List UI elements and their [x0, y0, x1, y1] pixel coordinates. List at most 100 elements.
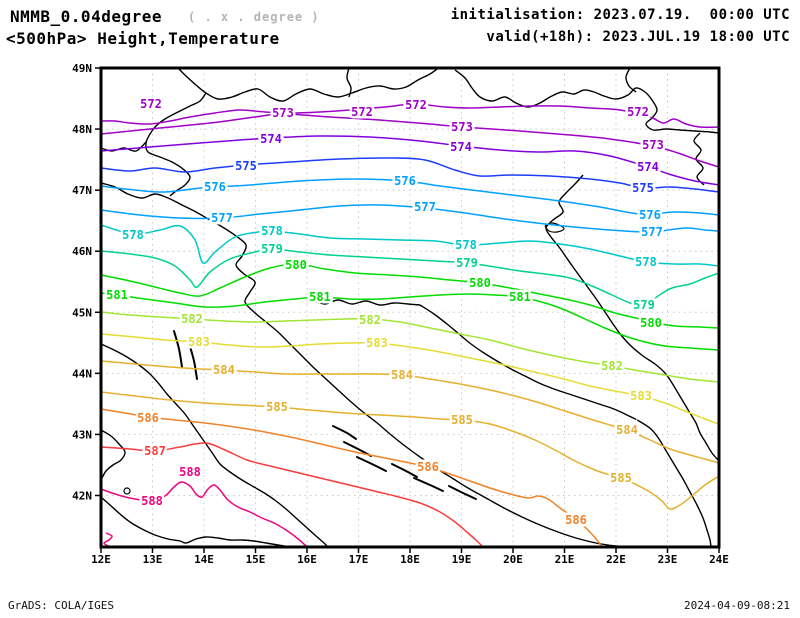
small-island	[123, 487, 131, 495]
coastline-border	[311, 299, 421, 306]
contour-line-583	[100, 333, 720, 425]
contour-label-580: 580	[469, 276, 491, 290]
x-axis-label: 14E	[194, 553, 214, 566]
coastline-border	[100, 496, 291, 548]
coastline-border	[100, 182, 633, 548]
contour-label-582: 582	[601, 359, 623, 373]
contour-line-578	[100, 224, 720, 267]
y-axis-label: 48N	[72, 123, 92, 136]
contour-label-581: 581	[309, 290, 331, 304]
contour-line-577	[100, 204, 720, 233]
island	[448, 485, 477, 500]
y-axis-label: 49N	[72, 62, 92, 75]
contour-label-575: 575	[235, 159, 257, 173]
y-axis-label: 46N	[72, 245, 92, 258]
coastline-border	[625, 67, 637, 93]
contour-label-579: 579	[633, 298, 655, 312]
contour-label-581: 581	[106, 288, 128, 302]
y-axis-label: 44N	[72, 367, 92, 380]
contour-label-574: 574	[450, 140, 472, 154]
model-title: NMMB_0.04degree	[10, 7, 162, 26]
contour-label-584: 584	[616, 423, 638, 437]
contour-label-577: 577	[211, 211, 233, 225]
coastline-border	[454, 69, 720, 134]
y-axis-label: 43N	[72, 428, 92, 441]
contour-line-585	[100, 391, 720, 510]
contour-label-583: 583	[366, 336, 388, 350]
contour-label-585: 585	[451, 413, 473, 427]
x-axis-label: 19E	[452, 553, 472, 566]
contour-label-585: 585	[266, 400, 288, 414]
contour-segment-588	[103, 532, 113, 547]
contour-label-572: 572	[405, 98, 427, 112]
contour-label-578: 578	[635, 255, 657, 269]
contour-line-581	[100, 292, 720, 351]
island	[391, 463, 418, 478]
creation-timestamp: 2024-04-09-08:21	[684, 599, 790, 612]
island	[332, 425, 357, 440]
contour-label-575: 575	[632, 181, 654, 195]
island	[413, 477, 444, 492]
y-axis-label: 47N	[72, 184, 92, 197]
x-axis-label: 13E	[143, 553, 163, 566]
contour-label-582: 582	[359, 313, 381, 327]
contour-label-577: 577	[414, 200, 436, 214]
contour-line-582	[100, 311, 720, 383]
island	[188, 342, 198, 380]
x-axis-label: 20E	[503, 553, 523, 566]
contour-line-576	[100, 178, 720, 216]
contour-label-585: 585	[610, 471, 632, 485]
contour-line-572	[100, 103, 720, 128]
contour-label-572: 572	[627, 105, 649, 119]
x-axis-label: 15E	[246, 553, 266, 566]
contour-label-572: 572	[351, 105, 373, 119]
contour-line-579	[100, 248, 720, 308]
x-axis-label: 23E	[658, 553, 678, 566]
x-axis-label: 16E	[297, 553, 317, 566]
contour-label-577: 577	[641, 225, 663, 239]
x-axis-label: 18E	[400, 553, 420, 566]
x-axis-label: 12E	[91, 553, 111, 566]
x-axis-label: 21E	[555, 553, 575, 566]
contour-label-583: 583	[630, 389, 652, 403]
contour-label-586: 586	[417, 460, 439, 474]
contour-label-580: 580	[285, 258, 307, 272]
contour-label-583: 583	[188, 335, 210, 349]
contour-label-576: 576	[204, 180, 226, 194]
contour-line-584	[100, 360, 720, 464]
contour-label-584: 584	[391, 368, 413, 382]
y-axis-label: 45N	[72, 306, 92, 319]
contour-line-586	[100, 408, 603, 548]
contour-label-580: 580	[640, 316, 662, 330]
contour-label-579: 579	[261, 242, 283, 256]
contour-label-587: 587	[144, 444, 166, 458]
resolution-note: ( . x . degree )	[188, 10, 320, 24]
y-axis-label: 42N	[72, 489, 92, 502]
contour-line-587	[100, 442, 484, 548]
contour-line-580	[100, 263, 720, 329]
coastline-border	[100, 343, 329, 548]
contour-label-574: 574	[260, 132, 282, 146]
contour-label-578: 578	[122, 228, 144, 242]
x-axis-label: 24E	[709, 553, 729, 566]
grads-credit: GrADS: COLA/IGES	[8, 599, 114, 612]
contour-label-573: 573	[642, 138, 664, 152]
contour-label-578: 578	[261, 224, 283, 238]
contour-label-574: 574	[637, 160, 659, 174]
contour-label-586: 586	[137, 411, 159, 425]
coastline-border	[346, 67, 352, 98]
contour-label-578: 578	[455, 238, 477, 252]
lake-balaton	[544, 222, 565, 233]
contour-line-588	[100, 481, 309, 548]
contour-label-576: 576	[639, 208, 661, 222]
valid-time: valid(+18h): 2023.JUL.19 18:00 UTC	[486, 29, 790, 45]
contour-label-573: 573	[451, 120, 473, 134]
x-axis-label: 17E	[349, 553, 369, 566]
contour-line-575	[100, 157, 720, 193]
contour-label-576: 576	[394, 174, 416, 188]
island	[356, 456, 387, 472]
field-title: <500hPa> Height,Temperature	[6, 29, 280, 48]
